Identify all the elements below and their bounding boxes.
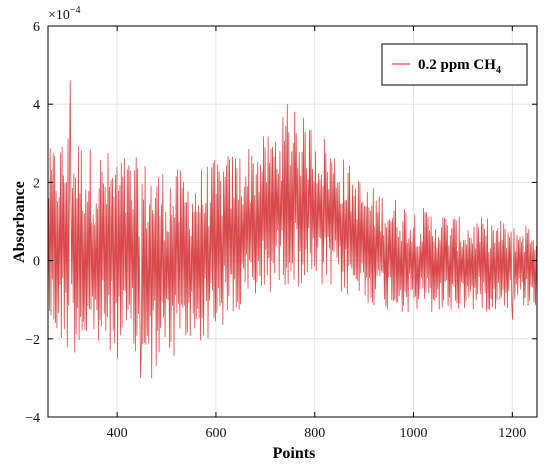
y-scale-multiplier: ×10−4 bbox=[48, 5, 81, 23]
y-tick-label: 4 bbox=[33, 98, 40, 113]
x-tick-label: 800 bbox=[304, 426, 325, 441]
legend: 0.2 ppm CH4 bbox=[381, 43, 528, 86]
y-tick-label: 6 bbox=[33, 20, 40, 35]
x-axis-label: Points bbox=[273, 445, 316, 462]
series-0-line bbox=[47, 80, 538, 379]
plot-frame bbox=[47, 25, 538, 418]
x-tick-label: 1200 bbox=[498, 426, 526, 441]
x-tick-label: 600 bbox=[205, 426, 226, 441]
y-tick-label: 0 bbox=[33, 255, 40, 270]
y-axis-label: Absorbance bbox=[11, 181, 28, 263]
x-tick-label: 1000 bbox=[400, 426, 428, 441]
series-line bbox=[47, 80, 538, 379]
legend-entry: 0.2 ppm CH4 bbox=[418, 57, 501, 76]
y-tick-label: −4 bbox=[25, 411, 40, 426]
axis-ticks: 400 600 800 1000 1200 −4 −2 0 2 4 6 bbox=[25, 20, 537, 441]
x-tick-label: 400 bbox=[107, 426, 128, 441]
y-tick-label: 2 bbox=[33, 176, 40, 191]
y-tick-label: −2 bbox=[25, 333, 40, 348]
